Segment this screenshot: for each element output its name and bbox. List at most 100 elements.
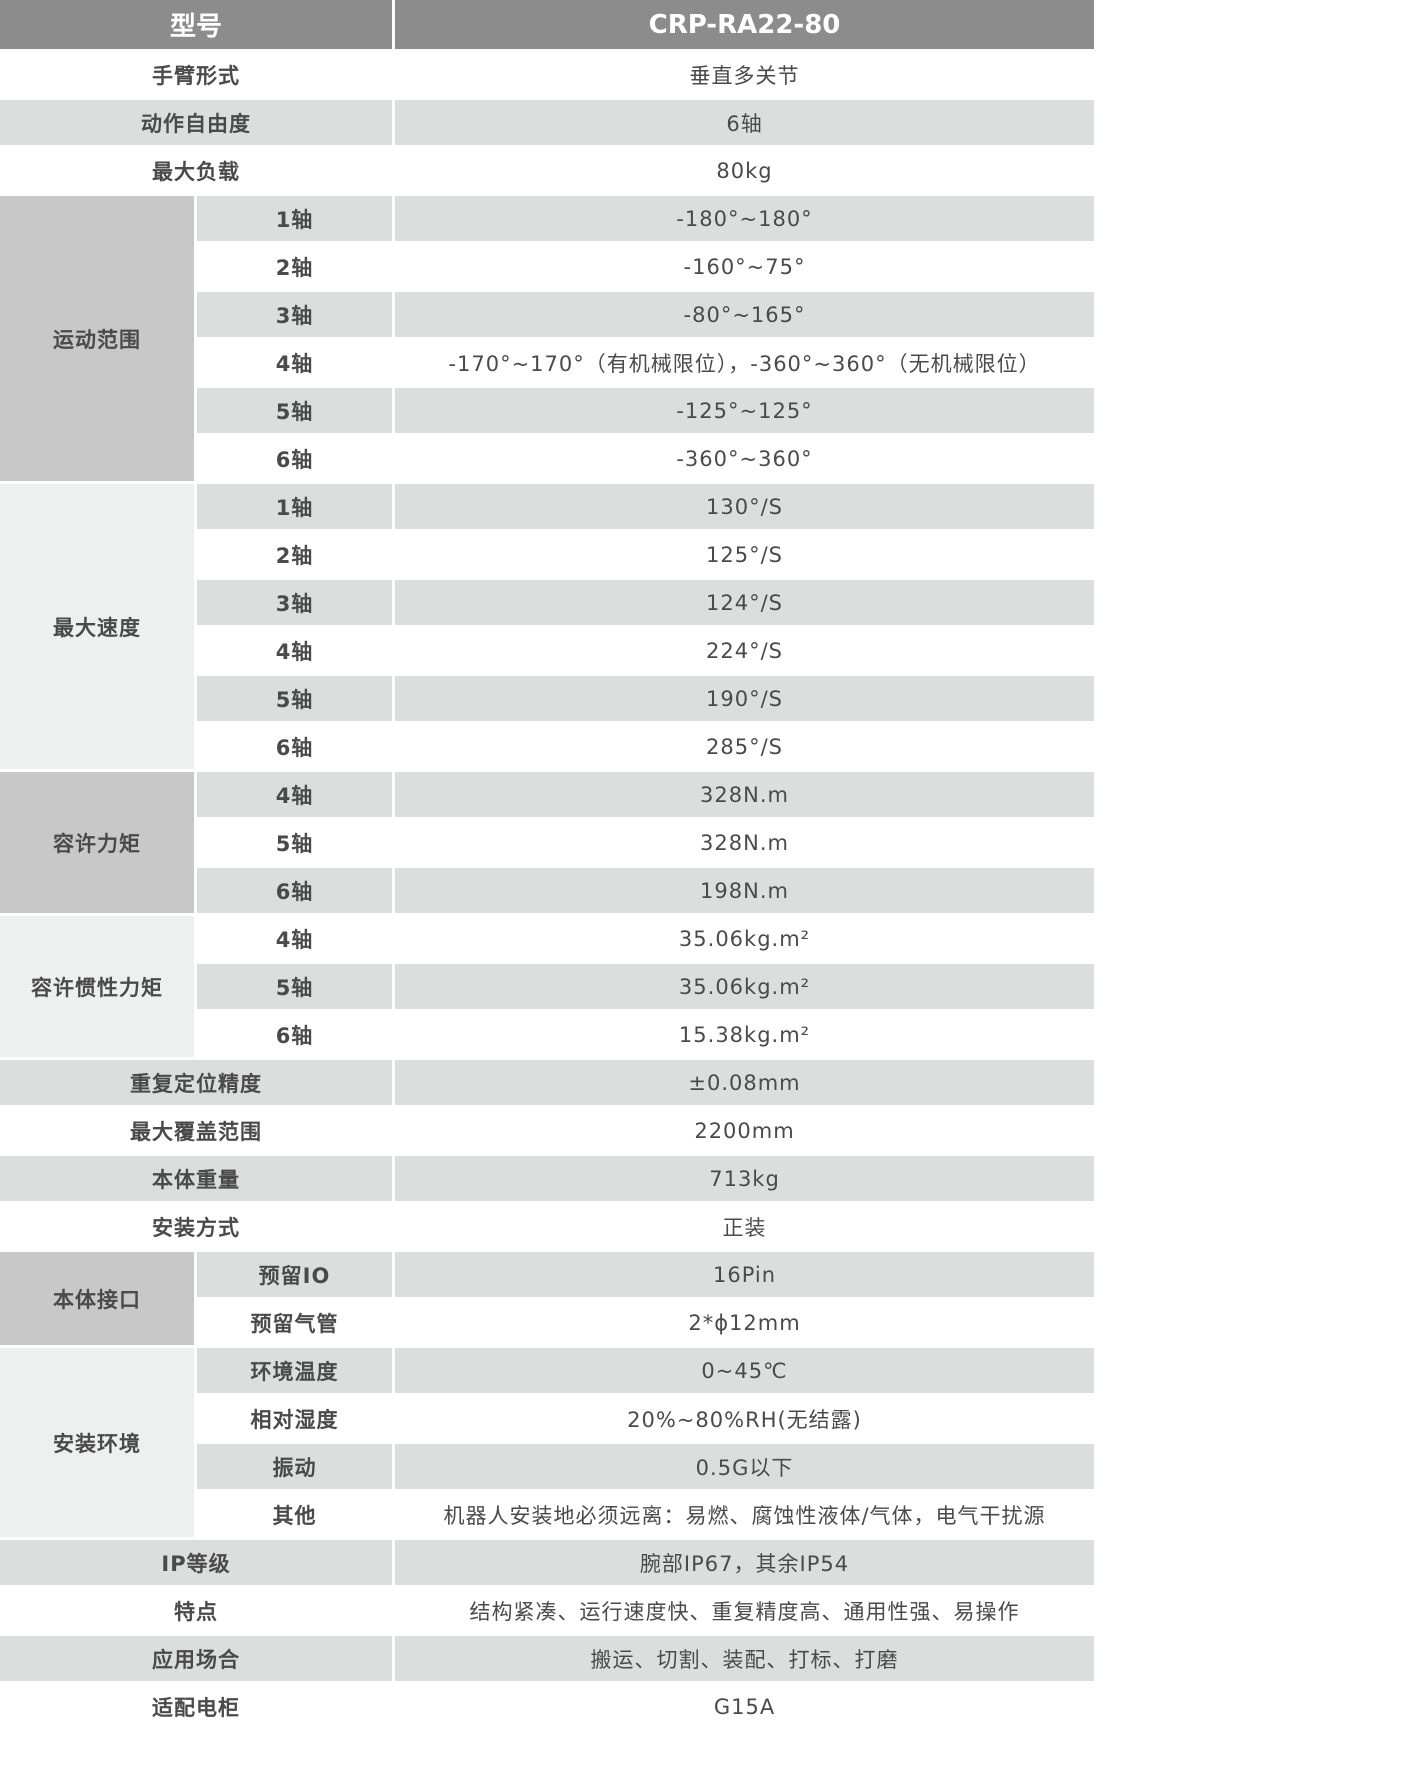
- table-row: 运动范围 1轴 -180°~180°: [0, 196, 1098, 484]
- sub-label: 5轴: [197, 388, 396, 436]
- table-row: 6轴 198N.m: [0, 868, 1098, 916]
- table-row: IP等级 腕部IP67，其余IP54: [0, 1540, 1098, 1588]
- sub-label: 振动: [197, 1444, 396, 1492]
- table-row: 最大覆盖范围 2200mm: [0, 1108, 1098, 1156]
- value-cell: 198N.m: [395, 868, 1098, 916]
- sub-label: 4轴: [197, 916, 396, 964]
- sub-label: 6轴: [197, 436, 396, 484]
- table-row: 安装方式 正装: [0, 1204, 1098, 1252]
- sub-label: 4轴: [197, 340, 396, 388]
- row-label: IP等级: [0, 1540, 396, 1588]
- sub-label: 预留IO: [197, 1252, 396, 1300]
- value-cell: -360°~360°: [395, 436, 1098, 484]
- value-cell: 搬运、切割、装配、打标、打磨: [395, 1636, 1098, 1684]
- row-label: 适配电柜: [0, 1684, 396, 1732]
- header-model: CRP-RA22-80: [395, 0, 1098, 52]
- value-cell: 285°/S: [395, 724, 1098, 772]
- row-label: 手臂形式: [0, 52, 396, 100]
- sub-label: 1轴: [197, 196, 396, 244]
- sub-label: 6轴: [197, 1012, 396, 1060]
- value-cell: 35.06kg.m²: [395, 964, 1098, 1012]
- sub-label: 6轴: [197, 868, 396, 916]
- sub-label: 4轴: [197, 628, 396, 676]
- value-cell: 机器人安装地必须远离：易燃、腐蚀性液体/气体，电气干扰源: [395, 1492, 1098, 1540]
- value-cell: 124°/S: [395, 580, 1098, 628]
- table-row: 预留气管 2*ϕ12mm: [0, 1300, 1098, 1348]
- value-cell: -160°~75°: [395, 244, 1098, 292]
- sub-label: 环境温度: [197, 1348, 396, 1396]
- table-row: 5轴 -125°~125°: [0, 388, 1098, 436]
- table-row: 4轴 224°/S: [0, 628, 1098, 676]
- sub-label: 预留气管: [197, 1300, 396, 1348]
- value-cell: 35.06kg.m²: [395, 916, 1098, 964]
- table-row: 本体重量 713kg: [0, 1156, 1098, 1204]
- value-cell: 130°/S: [395, 484, 1098, 532]
- table-row: 容许惯性力矩 4轴 35.06kg.m²: [0, 916, 1098, 1060]
- sub-label: 6轴: [197, 724, 396, 772]
- row-label: 安装方式: [0, 1204, 396, 1252]
- row-label: 重复定位精度: [0, 1060, 396, 1108]
- value-cell: 垂直多关节: [395, 52, 1098, 100]
- value-cell: 713kg: [395, 1156, 1098, 1204]
- value-cell: -180°~180°: [395, 196, 1098, 244]
- table-row: 适配电柜 G15A: [0, 1684, 1098, 1732]
- sub-label: 4轴: [197, 772, 396, 820]
- table-row: 手臂形式 垂直多关节: [0, 52, 1098, 100]
- row-label: 最大负载: [0, 148, 396, 196]
- table-row: 其他 机器人安装地必须远离：易燃、腐蚀性液体/气体，电气干扰源: [0, 1492, 1098, 1540]
- spec-table: 型号 CRP-RA22-80 手臂形式 垂直多关节 动作自由度 6轴 最大负载 80kg 运…: [0, 0, 1098, 1732]
- row-label: 最大覆盖范围: [0, 1108, 396, 1156]
- table-row: 相对湿度 20%~80%RH(无结露): [0, 1396, 1098, 1444]
- value-cell: 125°/S: [395, 532, 1098, 580]
- sub-label: 5轴: [197, 964, 396, 1012]
- table-row: 4轴 -170°~170°（有机械限位），-360°~360°（无机械限位）: [0, 340, 1098, 388]
- value-cell: 结构紧凑、运行速度快、重复精度高、通用性强、易操作: [395, 1588, 1098, 1636]
- table-row: 本体接口 预留IO 16Pin: [0, 1252, 1098, 1348]
- row-label: 本体重量: [0, 1156, 396, 1204]
- group-label: 容许惯性力矩: [0, 916, 197, 1060]
- table-row: 6轴 -360°~360°: [0, 436, 1098, 484]
- table-row: 重复定位精度 ±0.08mm: [0, 1060, 1098, 1108]
- table-row: 振动 0.5G以下: [0, 1444, 1098, 1492]
- group-label: 本体接口: [0, 1252, 197, 1348]
- row-label: 特点: [0, 1588, 396, 1636]
- value-cell: -170°~170°（有机械限位），-360°~360°（无机械限位）: [395, 340, 1098, 388]
- table-row: 5轴 35.06kg.m²: [0, 964, 1098, 1012]
- value-cell: 0.5G以下: [395, 1444, 1098, 1492]
- row-label: 动作自由度: [0, 100, 396, 148]
- sub-label: 5轴: [197, 676, 396, 724]
- row-label: 应用场合: [0, 1636, 396, 1684]
- sub-label: 5轴: [197, 820, 396, 868]
- table-row: 特点 结构紧凑、运行速度快、重复精度高、通用性强、易操作: [0, 1588, 1098, 1636]
- value-cell: 20%~80%RH(无结露): [395, 1396, 1098, 1444]
- value-cell: 328N.m: [395, 772, 1098, 820]
- table-row: 最大速度 1轴 130°/S: [0, 484, 1098, 772]
- value-cell: 190°/S: [395, 676, 1098, 724]
- value-cell: 16Pin: [395, 1252, 1098, 1300]
- table-row: 最大负载 80kg: [0, 148, 1098, 196]
- value-cell: 2*ϕ12mm: [395, 1300, 1098, 1348]
- value-cell: ±0.08mm: [395, 1060, 1098, 1108]
- value-cell: -80°~165°: [395, 292, 1098, 340]
- value-cell: 2200mm: [395, 1108, 1098, 1156]
- value-cell: 15.38kg.m²: [395, 1012, 1098, 1060]
- table-row: 应用场合 搬运、切割、装配、打标、打磨: [0, 1636, 1098, 1684]
- sub-label: 1轴: [197, 484, 396, 532]
- value-cell: 80kg: [395, 148, 1098, 196]
- value-cell: 6轴: [395, 100, 1098, 148]
- sub-label: 3轴: [197, 580, 396, 628]
- value-cell: G15A: [395, 1684, 1098, 1732]
- table-row: 5轴 190°/S: [0, 676, 1098, 724]
- table-row: 2轴 -160°~75°: [0, 244, 1098, 292]
- sub-label: 相对湿度: [197, 1396, 396, 1444]
- sub-label: 3轴: [197, 292, 396, 340]
- header-row: 型号 CRP-RA22-80: [0, 0, 1098, 52]
- value-cell: 腕部IP67，其余IP54: [395, 1540, 1098, 1588]
- table-row: 容许力矩 4轴 328N.m: [0, 772, 1098, 916]
- value-cell: 0~45℃: [395, 1348, 1098, 1396]
- group-label: 运动范围: [0, 196, 197, 484]
- table-row: 6轴 15.38kg.m²: [0, 1012, 1098, 1060]
- value-cell: 正装: [395, 1204, 1098, 1252]
- table-row: 2轴 125°/S: [0, 532, 1098, 580]
- group-label: 最大速度: [0, 484, 197, 772]
